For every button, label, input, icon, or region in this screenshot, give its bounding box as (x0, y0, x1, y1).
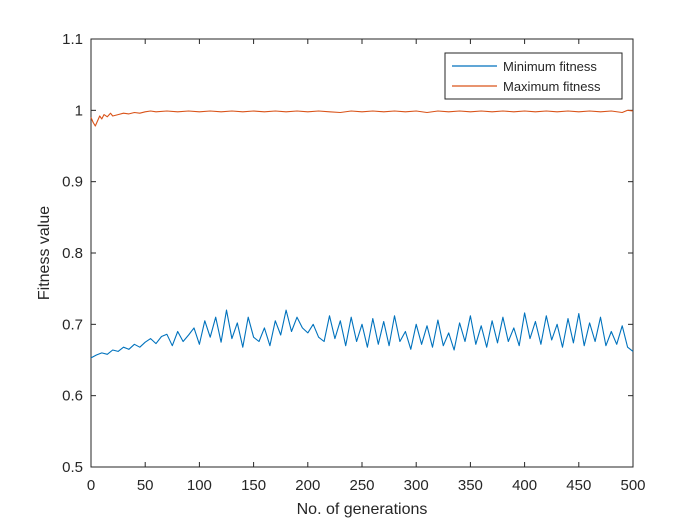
x-tick-label: 450 (566, 477, 591, 494)
y-tick-label: 1 (75, 102, 83, 119)
y-tick-label: 0.8 (62, 245, 83, 262)
x-tick-label: 350 (458, 477, 483, 494)
x-tick-label: 400 (512, 477, 537, 494)
x-tick-label: 0 (87, 477, 95, 494)
y-axis-label: Fitness value (36, 206, 53, 300)
y-tick-label: 0.6 (62, 388, 83, 405)
y-tick-label: 0.5 (62, 459, 83, 476)
x-tick-label: 500 (620, 477, 645, 494)
legend-label-maximum: Maximum fitness (503, 79, 601, 94)
x-tick-label: 200 (295, 477, 320, 494)
y-tick-label: 1.1 (62, 31, 83, 48)
series-line-minimum-fitness (90, 309, 634, 359)
legend-label-minimum: Minimum fitness (503, 59, 597, 74)
axis-ticks: 0 50 100 150 200 250 300 350 400 450 500 0.5 0.6 0.7 0… (62, 31, 645, 494)
x-tick-label: 250 (349, 477, 374, 494)
legend: Minimum fitness Maximum fitness (444, 52, 623, 100)
x-tick-label: 150 (241, 477, 266, 494)
y-tick-label: 0.9 (62, 174, 83, 191)
x-tick-label: 300 (404, 477, 429, 494)
plot-area (90, 38, 634, 468)
x-tick-label: 50 (137, 477, 154, 494)
x-axis-label: No. of generations (297, 501, 428, 518)
series-layer (90, 109, 634, 359)
legend-box (444, 52, 623, 100)
x-tick-label: 100 (187, 477, 212, 494)
series-line-maximum-fitness (90, 109, 634, 127)
y-tick-label: 0.7 (62, 316, 83, 333)
